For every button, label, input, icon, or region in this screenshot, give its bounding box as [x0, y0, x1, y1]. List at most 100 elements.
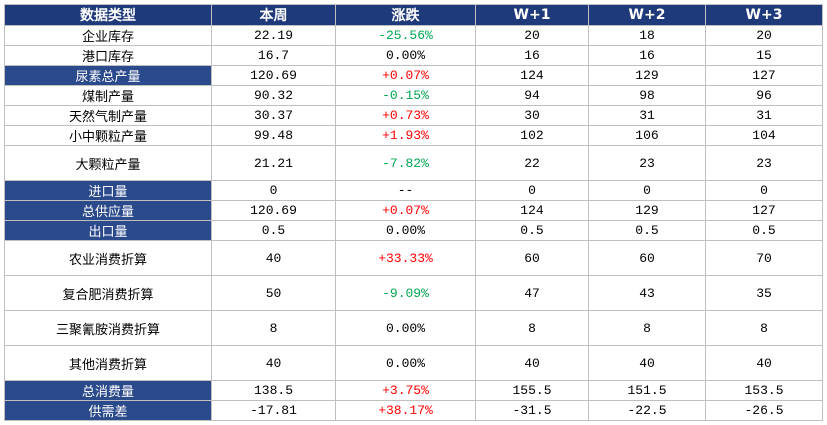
table-row: 尿素总产量 120.69 +0.07% 124 129 127: [4, 65, 823, 86]
row-label: 小中颗粒产量: [4, 125, 212, 146]
row-label: 供需差: [4, 400, 212, 421]
cell: --: [335, 180, 476, 201]
table-row: 进口量 0 -- 0 0 0: [4, 180, 823, 201]
header-cell: W+1: [475, 4, 589, 26]
row-label: 进口量: [4, 180, 212, 201]
row-label: 企业库存: [4, 25, 212, 46]
cell: 40: [211, 240, 336, 276]
cell: 0.5: [211, 220, 336, 241]
table-row: 复合肥消费折算 50 -9.09% 47 43 35: [4, 275, 823, 311]
cell: 120.69: [211, 65, 336, 86]
table-row: 其他消费折算 40 0.00% 40 40 40: [4, 345, 823, 381]
cell: +0.07%: [335, 200, 476, 221]
cell: 124: [475, 200, 589, 221]
row-label: 大颗粒产量: [4, 145, 212, 181]
cell: -25.56%: [335, 25, 476, 46]
cell: -9.09%: [335, 275, 476, 311]
cell: 8: [588, 310, 706, 346]
cell: 120.69: [211, 200, 336, 221]
cell: 20: [705, 25, 823, 46]
cell: 16.7: [211, 45, 336, 66]
table-row: 总消费量 138.5 +3.75% 155.5 151.5 153.5: [4, 380, 823, 401]
cell: 31: [705, 105, 823, 126]
cell: 47: [475, 275, 589, 311]
cell: 106: [588, 125, 706, 146]
cell: 124: [475, 65, 589, 86]
table-row: 小中颗粒产量 99.48 +1.93% 102 106 104: [4, 125, 823, 146]
table-row: 出口量 0.5 0.00% 0.5 0.5 0.5: [4, 220, 823, 241]
cell: 104: [705, 125, 823, 146]
cell: 31: [588, 105, 706, 126]
cell: -22.5: [588, 400, 706, 421]
cell: 30.37: [211, 105, 336, 126]
cell: 15: [705, 45, 823, 66]
cell: 40: [211, 345, 336, 381]
cell: 155.5: [475, 380, 589, 401]
cell: 0.00%: [335, 345, 476, 381]
table-row: 煤制产量 90.32 -0.15% 94 98 96: [4, 85, 823, 106]
table-row: 三聚氰胺消费折算 8 0.00% 8 8 8: [4, 310, 823, 346]
row-label: 其他消费折算: [4, 345, 212, 381]
cell: 151.5: [588, 380, 706, 401]
header-cell: W+3: [705, 4, 823, 26]
cell: -17.81: [211, 400, 336, 421]
cell: 8: [211, 310, 336, 346]
cell: 98: [588, 85, 706, 106]
header-cell: 涨跌: [335, 4, 476, 26]
cell: 0: [475, 180, 589, 201]
cell: 50: [211, 275, 336, 311]
table-body: 企业库存 22.19 -25.56% 20 18 20 港口库存 16.7 0.00% 16 16 1…: [4, 25, 823, 421]
cell: 16: [475, 45, 589, 66]
row-label: 总消费量: [4, 380, 212, 401]
row-label: 天然气制产量: [4, 105, 212, 126]
row-label: 出口量: [4, 220, 212, 241]
cell: 35: [705, 275, 823, 311]
header-cell: 本周: [211, 4, 336, 26]
cell: 0.5: [588, 220, 706, 241]
cell: -26.5: [705, 400, 823, 421]
cell: -0.15%: [335, 85, 476, 106]
cell: 0.5: [705, 220, 823, 241]
cell: 21.21: [211, 145, 336, 181]
cell: 40: [588, 345, 706, 381]
cell: 99.48: [211, 125, 336, 146]
header-cell: W+2: [588, 4, 706, 26]
table-row: 总供应量 120.69 +0.07% 124 129 127: [4, 200, 823, 221]
table-row: 企业库存 22.19 -25.56% 20 18 20: [4, 25, 823, 46]
cell: 40: [475, 345, 589, 381]
cell: 0: [705, 180, 823, 201]
row-label: 尿素总产量: [4, 65, 212, 86]
cell: 0: [588, 180, 706, 201]
cell: 102: [475, 125, 589, 146]
row-label: 煤制产量: [4, 85, 212, 106]
data-table: 数据类型 本周 涨跌 W+1 W+2 W+3 企业库存 22.19 -25.56% 20 18 20…: [4, 4, 823, 421]
cell: 18: [588, 25, 706, 46]
cell: 127: [705, 65, 823, 86]
cell: 40: [705, 345, 823, 381]
row-label: 港口库存: [4, 45, 212, 66]
table-row: 农业消费折算 40 +33.33% 60 60 70: [4, 240, 823, 276]
cell: 23: [705, 145, 823, 181]
cell: 8: [705, 310, 823, 346]
cell: +38.17%: [335, 400, 476, 421]
cell: 0.00%: [335, 220, 476, 241]
cell: 96: [705, 85, 823, 106]
cell: 0: [211, 180, 336, 201]
cell: +3.75%: [335, 380, 476, 401]
cell: 0.00%: [335, 45, 476, 66]
cell: 153.5: [705, 380, 823, 401]
cell: 60: [588, 240, 706, 276]
table-row: 港口库存 16.7 0.00% 16 16 15: [4, 45, 823, 66]
header-cell: 数据类型: [4, 4, 212, 26]
cell: 22.19: [211, 25, 336, 46]
cell: 90.32: [211, 85, 336, 106]
cell: 129: [588, 200, 706, 221]
cell: 129: [588, 65, 706, 86]
cell: -7.82%: [335, 145, 476, 181]
row-label: 农业消费折算: [4, 240, 212, 276]
cell: 70: [705, 240, 823, 276]
cell: 127: [705, 200, 823, 221]
cell: 0.5: [475, 220, 589, 241]
table-row: 供需差 -17.81 +38.17% -31.5 -22.5 -26.5: [4, 400, 823, 421]
